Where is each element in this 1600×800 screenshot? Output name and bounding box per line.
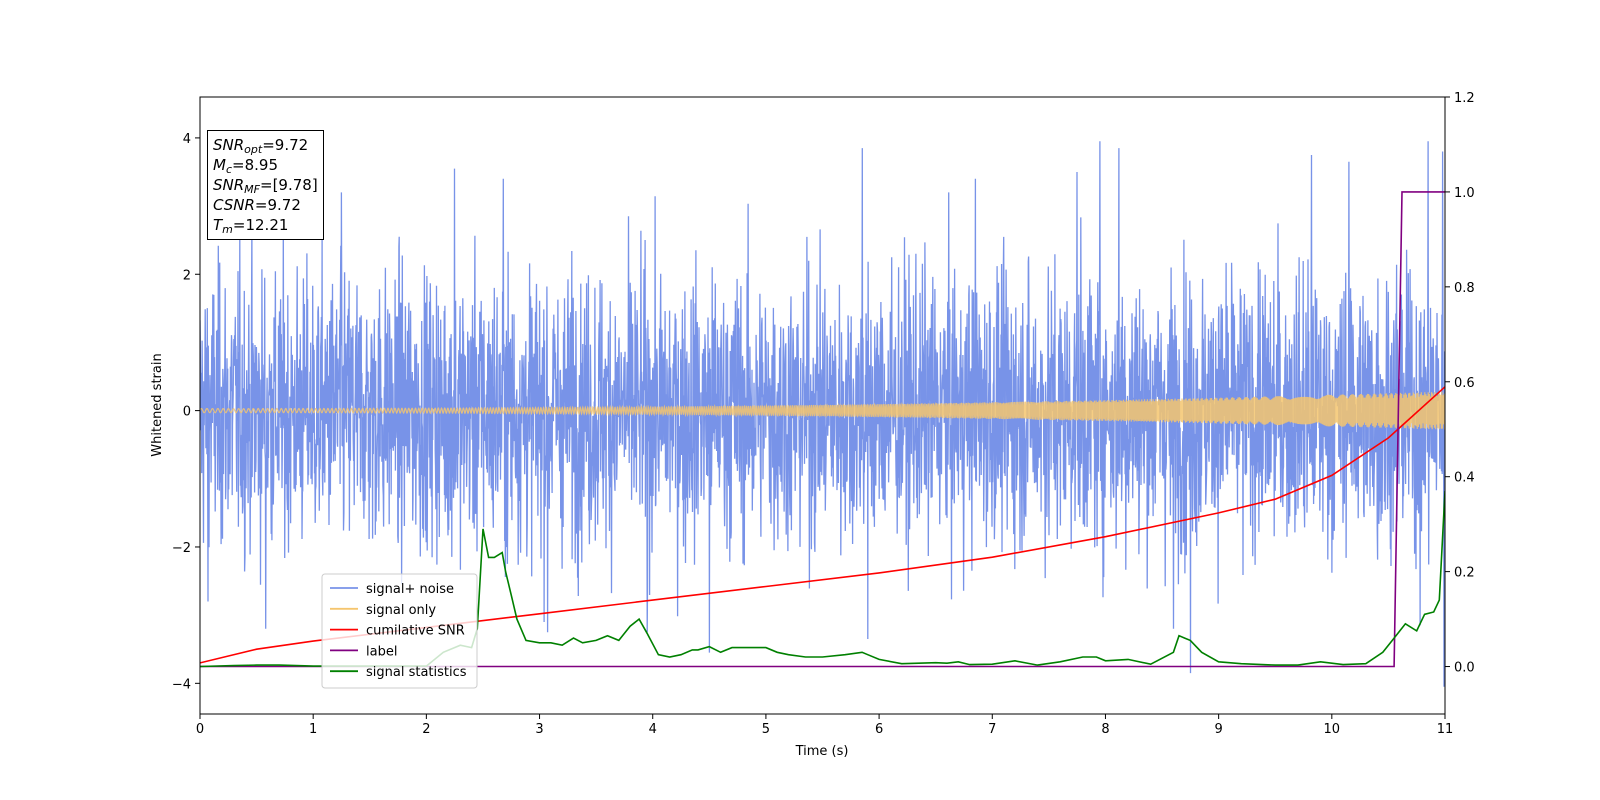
x-tick-label: 8 <box>1101 722 1109 737</box>
legend-label: signal only <box>366 603 436 618</box>
series-label-line <box>200 191 1445 668</box>
plot-frame <box>199 96 1446 715</box>
snr-mf-row: SNRMF=[9.78] <box>213 176 318 196</box>
x-tick-label: 1 <box>309 722 317 737</box>
csnr-row: CSNR=9.72 <box>213 196 301 214</box>
y-tick-label: −4 <box>172 677 191 692</box>
x-tick-label: 0 <box>196 722 204 737</box>
x-tick-label: 5 <box>762 722 770 737</box>
y2-tick-label: 0.4 <box>1454 471 1475 486</box>
y2-tick-label: 1.0 <box>1454 186 1475 201</box>
snr-opt-row: SNRopt=9.72 <box>213 136 309 156</box>
y-tick-label: −2 <box>172 541 191 556</box>
y-axis: −4 −2 0 2 4 <box>172 132 200 692</box>
stats-box: SNRopt=9.72 Mc=8.95 SNRMF=[9.78] CSNR=9.… <box>207 130 324 240</box>
mc-row: Mc=8.95 <box>213 156 278 176</box>
y2-tick-label: 0.0 <box>1454 661 1475 676</box>
y-tick-label: 0 <box>183 405 191 420</box>
series-signal-only-line <box>200 391 1445 430</box>
legend-box <box>321 573 478 689</box>
legend-label: cumilative SNR <box>366 624 465 639</box>
x-tick-label: 4 <box>649 722 657 737</box>
snr-opt-value: 9.72 <box>274 136 309 154</box>
legend-label: label <box>366 644 397 659</box>
x-axis: 0 1 2 3 4 5 6 7 8 9 10 11 <box>196 714 1453 737</box>
y-tick-label: 2 <box>183 268 191 283</box>
x-tick-label: 6 <box>875 722 883 737</box>
mc-value: 8.95 <box>244 156 278 174</box>
x-tick-label: 3 <box>535 722 543 737</box>
y2-tick-label: 0.2 <box>1454 566 1475 581</box>
csnr-value: 9.72 <box>267 196 301 214</box>
x-axis-label: Time (s) <box>795 744 849 759</box>
x-tick-label: 10 <box>1324 722 1341 737</box>
snr-mf-value: [9.78] <box>272 176 318 194</box>
y2-tick-label: 0.6 <box>1454 376 1475 391</box>
x-tick-label: 11 <box>1437 722 1454 737</box>
x-tick-label: 9 <box>1214 722 1222 737</box>
legend-label: signal statistics <box>366 665 467 680</box>
tm-value: 12.21 <box>245 216 289 234</box>
x-tick-label: 7 <box>988 722 996 737</box>
y2-tick-label: 0.8 <box>1454 281 1475 296</box>
series-signal-noise-line <box>200 141 1445 687</box>
tm-row: Tm=12.21 <box>213 216 289 236</box>
y2-tick-label: 1.2 <box>1454 91 1475 106</box>
y-axis-label: Whitened strain <box>150 353 165 456</box>
legend-label: signal+ noise <box>366 582 454 597</box>
y2-axis: 0.0 0.2 0.4 0.6 0.8 1.0 1.2 <box>1445 91 1475 676</box>
x-tick-label: 2 <box>422 722 430 737</box>
y-tick-label: 4 <box>183 132 191 147</box>
legend: signal+ noise signal only cumilative SNR la… <box>321 573 478 689</box>
series-signal-statistics-line <box>200 490 1445 668</box>
